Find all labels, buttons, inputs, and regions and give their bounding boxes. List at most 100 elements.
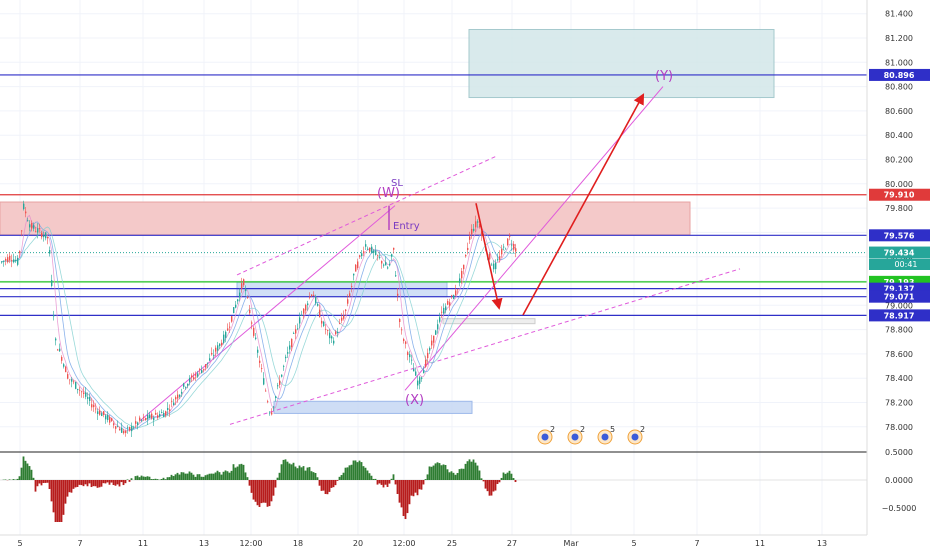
indicator-bar <box>157 479 159 480</box>
event-badge: 5 <box>598 425 615 444</box>
candle-body <box>101 413 102 416</box>
indicator-bar <box>391 479 393 480</box>
candle-body <box>509 236 510 237</box>
candle-body <box>195 374 196 376</box>
countdown-text: 00:41 <box>894 260 917 269</box>
candle-body <box>243 279 244 285</box>
candle-body <box>113 423 114 425</box>
indicator-bar <box>37 480 39 486</box>
candle-body <box>141 420 142 421</box>
candle-body <box>427 353 428 358</box>
indicator-bar <box>243 465 245 480</box>
indicator-bar <box>361 462 363 480</box>
candle-body <box>423 370 424 373</box>
moving-averages <box>2 215 516 431</box>
indicator-bar <box>367 471 369 480</box>
indicator-bar <box>215 472 217 480</box>
candle-body <box>511 245 512 246</box>
candle-body <box>385 262 386 265</box>
indicator-bar <box>335 480 337 485</box>
candle-body <box>39 228 40 229</box>
candle-body <box>465 255 466 256</box>
candle-body <box>11 260 12 261</box>
indicator-bar <box>61 480 63 522</box>
candle-body <box>263 378 264 384</box>
candle-body <box>159 414 160 416</box>
indicator-bar <box>79 480 81 485</box>
indicator-bar <box>49 480 51 489</box>
indicator-bar <box>279 473 281 480</box>
sl-label: SL <box>391 178 403 189</box>
candle-body <box>69 379 70 380</box>
indicator-bar <box>307 468 309 480</box>
time-tick-label: 5 <box>17 539 22 548</box>
indicator-bar <box>491 480 493 496</box>
entry-label: Entry <box>393 221 420 232</box>
indicator-bar <box>437 462 439 480</box>
candle-body <box>129 427 130 430</box>
indicator-bar <box>239 464 241 480</box>
indicator-bar <box>317 477 319 480</box>
indicator-bar <box>305 471 307 480</box>
candle-body <box>265 391 266 392</box>
x-wave-label: (X) <box>405 393 424 408</box>
candle-body <box>359 255 360 257</box>
indicator-bar <box>187 474 189 480</box>
price-tag-label: 79.910 <box>884 191 915 200</box>
candle-body <box>55 339 56 341</box>
indicator-bar <box>283 460 285 480</box>
indicator-bar <box>161 479 163 480</box>
candle-body <box>373 251 374 253</box>
candle-body <box>455 290 456 295</box>
candle-body <box>363 251 364 253</box>
indicator-bar <box>51 480 53 501</box>
indicator-bar <box>287 462 289 480</box>
indicator-bar <box>513 478 515 480</box>
indicator-bar <box>395 480 397 484</box>
indicator-bar <box>201 477 203 480</box>
indicator-bar <box>273 480 275 496</box>
candle-body <box>257 350 258 353</box>
indicator-bar <box>83 480 85 486</box>
indicator-bar <box>363 466 365 480</box>
indicator-bar <box>473 459 475 480</box>
time-tick-label: 13 <box>817 539 827 548</box>
candle-body <box>153 418 154 421</box>
indicator-bar <box>213 474 215 480</box>
indicator-bar <box>441 465 443 480</box>
indicator-bar <box>181 472 183 480</box>
indicator-bar <box>345 468 347 480</box>
price-tag-label: 79.434 <box>884 249 915 258</box>
indicator-bar <box>249 480 251 486</box>
candle-body <box>439 317 440 322</box>
indicator-bar <box>333 480 335 487</box>
time-tick-label: Mar <box>563 539 579 548</box>
indicator-bar <box>207 475 209 480</box>
candle-body <box>495 263 496 269</box>
indicator-bar <box>337 480 339 481</box>
indicator-bar <box>183 472 185 480</box>
candle-body <box>409 354 410 357</box>
candle-body <box>259 361 260 363</box>
badge-count: 2 <box>580 425 585 434</box>
candle-body <box>335 332 336 334</box>
indicator-bar <box>511 474 513 480</box>
indicator-bar <box>105 480 107 483</box>
candle-body <box>53 315 54 316</box>
candle-body <box>237 299 238 301</box>
indicator-bar <box>347 467 349 480</box>
indicator-tick-label: 0.5000 <box>885 448 913 457</box>
indicator-bar <box>171 475 173 480</box>
indicator-bar <box>197 474 199 480</box>
price-tag-label: 79.071 <box>884 293 915 302</box>
candle-body <box>301 315 302 316</box>
candle-body <box>187 384 188 386</box>
candle-body <box>283 366 284 367</box>
candle-body <box>7 257 8 262</box>
candle-body <box>89 397 90 401</box>
indicator-bar <box>173 476 175 480</box>
indicator-bar <box>33 478 35 480</box>
